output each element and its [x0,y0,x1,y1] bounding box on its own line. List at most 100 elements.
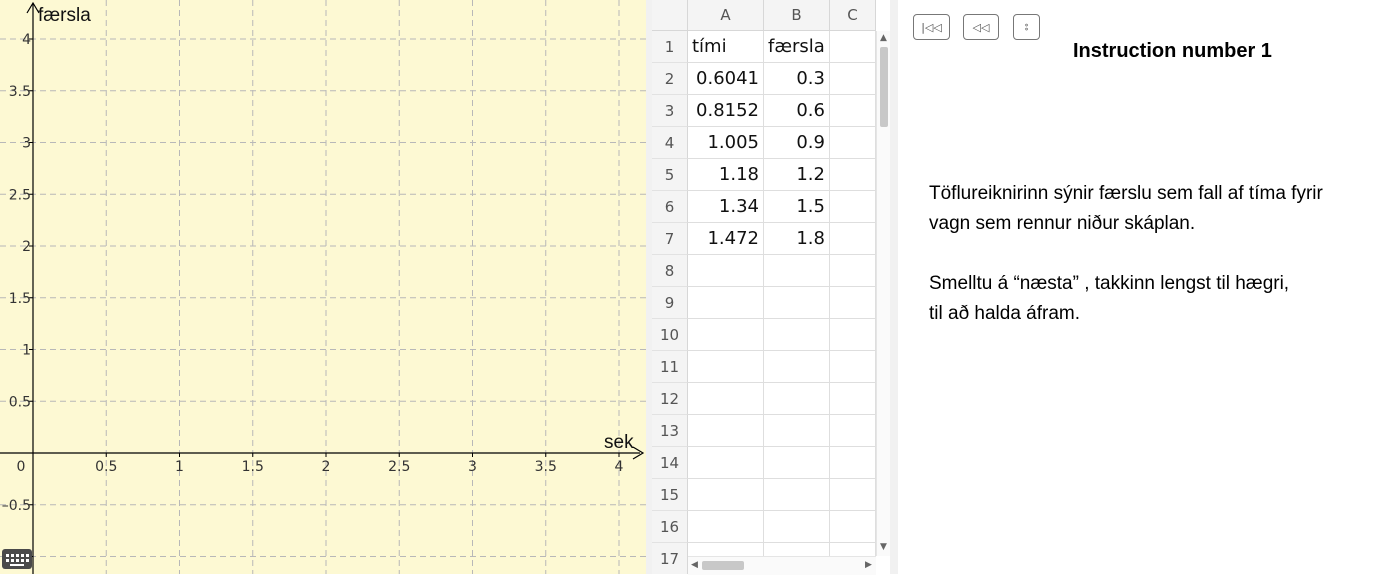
horizontal-scroll-thumb[interactable] [702,561,744,570]
cell-b10[interactable] [764,319,830,351]
cell-c3[interactable] [830,95,876,127]
horizontal-scrollbar[interactable]: ◀ ▶ [688,556,876,575]
cell-c15[interactable] [830,479,876,511]
cell-a8[interactable] [688,255,764,287]
scroll-left-icon[interactable]: ◀ [691,560,698,570]
cell-c5[interactable] [830,159,876,191]
first-step-button[interactable]: |◁◁ [913,14,950,40]
cell-c11[interactable] [830,351,876,383]
cell-b3[interactable]: 0.6 [764,95,830,127]
cell-c12[interactable] [830,383,876,415]
cell-c13[interactable] [830,415,876,447]
rewind-icon: ◁◁ [972,20,990,34]
instruction-text-line: vagn sem rennur niður skáplan. [929,213,1196,234]
graph-canvas[interactable]: 00.511.522.533.5443.532.521.510.5–0.5-1s… [0,0,646,574]
row-header[interactable]: 3 [652,95,688,127]
cell-b1[interactable]: færsla [764,31,830,63]
y-tick-label: 4 [22,32,31,48]
row-header[interactable]: 9 [652,287,688,319]
cell-b6[interactable]: 1.5 [764,191,830,223]
x-tick-label: 0.5 [95,459,117,475]
cell-b9[interactable] [764,287,830,319]
x-tick-label: 2.5 [388,459,410,475]
row-header[interactable]: 17 [652,543,688,574]
x-tick-label: 3.5 [535,459,557,475]
row-header[interactable]: 14 [652,447,688,479]
keyboard-glyph [6,554,29,566]
cell-c14[interactable] [830,447,876,479]
cell-a12[interactable] [688,383,764,415]
x-tick-label: 1 [175,459,184,475]
cell-c16[interactable] [830,511,876,543]
cell-a6[interactable]: 1.34 [688,191,764,223]
cell-a4[interactable]: 1.005 [688,127,764,159]
x-tick-label: 2 [322,459,331,475]
cell-a3[interactable]: 0.8152 [688,95,764,127]
column-header-b[interactable]: B [764,0,830,31]
row-header[interactable]: 11 [652,351,688,383]
cell-c7[interactable] [830,223,876,255]
row-header[interactable]: 10 [652,319,688,351]
x-tick-label: 4 [615,459,624,475]
next-step-button[interactable]: ⦂ [1013,14,1040,40]
cell-b4[interactable]: 0.9 [764,127,830,159]
cell-b11[interactable] [764,351,830,383]
cell-a1[interactable]: tími [688,31,764,63]
cell-b15[interactable] [764,479,830,511]
cell-b12[interactable] [764,383,830,415]
cell-a2[interactable]: 0.6041 [688,63,764,95]
row-header[interactable]: 16 [652,511,688,543]
cell-c8[interactable] [830,255,876,287]
row-header[interactable]: 15 [652,479,688,511]
keyboard-icon[interactable] [2,549,32,569]
cell-b16[interactable] [764,511,830,543]
panel-divider[interactable] [890,0,898,574]
sheet-corner[interactable] [652,0,688,31]
cell-c4[interactable] [830,127,876,159]
cell-a10[interactable] [688,319,764,351]
cell-b8[interactable] [764,255,830,287]
row-header[interactable]: 4 [652,127,688,159]
cell-a5[interactable]: 1.18 [688,159,764,191]
cell-a11[interactable] [688,351,764,383]
cell-c9[interactable] [830,287,876,319]
row-header[interactable]: 6 [652,191,688,223]
cell-b2[interactable]: 0.3 [764,63,830,95]
row-header[interactable]: 2 [652,63,688,95]
spreadsheet-view[interactable]: A B C 1 tími færsla 2 0.6041 0.3 3 0.8152 0.6 4 1.005… [652,0,890,574]
y-tick-label: 0.5 [9,394,31,410]
cell-b7[interactable]: 1.8 [764,223,830,255]
graphics-view[interactable]: 00.511.522.533.5443.532.521.510.5–0.5-1s… [0,0,646,574]
cell-c10[interactable] [830,319,876,351]
scroll-right-icon[interactable]: ▶ [865,560,872,570]
row-header[interactable]: 13 [652,415,688,447]
cell-a9[interactable] [688,287,764,319]
row-header[interactable]: 7 [652,223,688,255]
row-header[interactable]: 1 [652,31,688,63]
cell-a15[interactable] [688,479,764,511]
cell-b14[interactable] [764,447,830,479]
cell-a14[interactable] [688,447,764,479]
cell-b5[interactable]: 1.2 [764,159,830,191]
instruction-text-line: Smelltu á “næsta” , takkinn lengst til h… [929,273,1290,294]
previous-step-button[interactable]: ◁◁ [963,14,999,40]
scroll-down-icon[interactable]: ▼ [880,542,887,552]
next-icon: ⦂ [1024,20,1029,33]
panel-divider[interactable] [646,0,652,574]
row-header[interactable]: 12 [652,383,688,415]
vertical-scrollbar[interactable]: ▲ ▼ [876,31,891,556]
row-header[interactable]: 8 [652,255,688,287]
row-header[interactable]: 5 [652,159,688,191]
cell-c6[interactable] [830,191,876,223]
column-header-c[interactable]: C [830,0,876,31]
column-header-a[interactable]: A [688,0,764,31]
vertical-scroll-thumb[interactable] [880,47,888,127]
cell-a13[interactable] [688,415,764,447]
cell-a16[interactable] [688,511,764,543]
scroll-up-icon[interactable]: ▲ [880,33,887,43]
cell-c1[interactable] [830,31,876,63]
cell-a7[interactable]: 1.472 [688,223,764,255]
y-tick-label: 2 [22,239,31,255]
cell-b13[interactable] [764,415,830,447]
cell-c2[interactable] [830,63,876,95]
